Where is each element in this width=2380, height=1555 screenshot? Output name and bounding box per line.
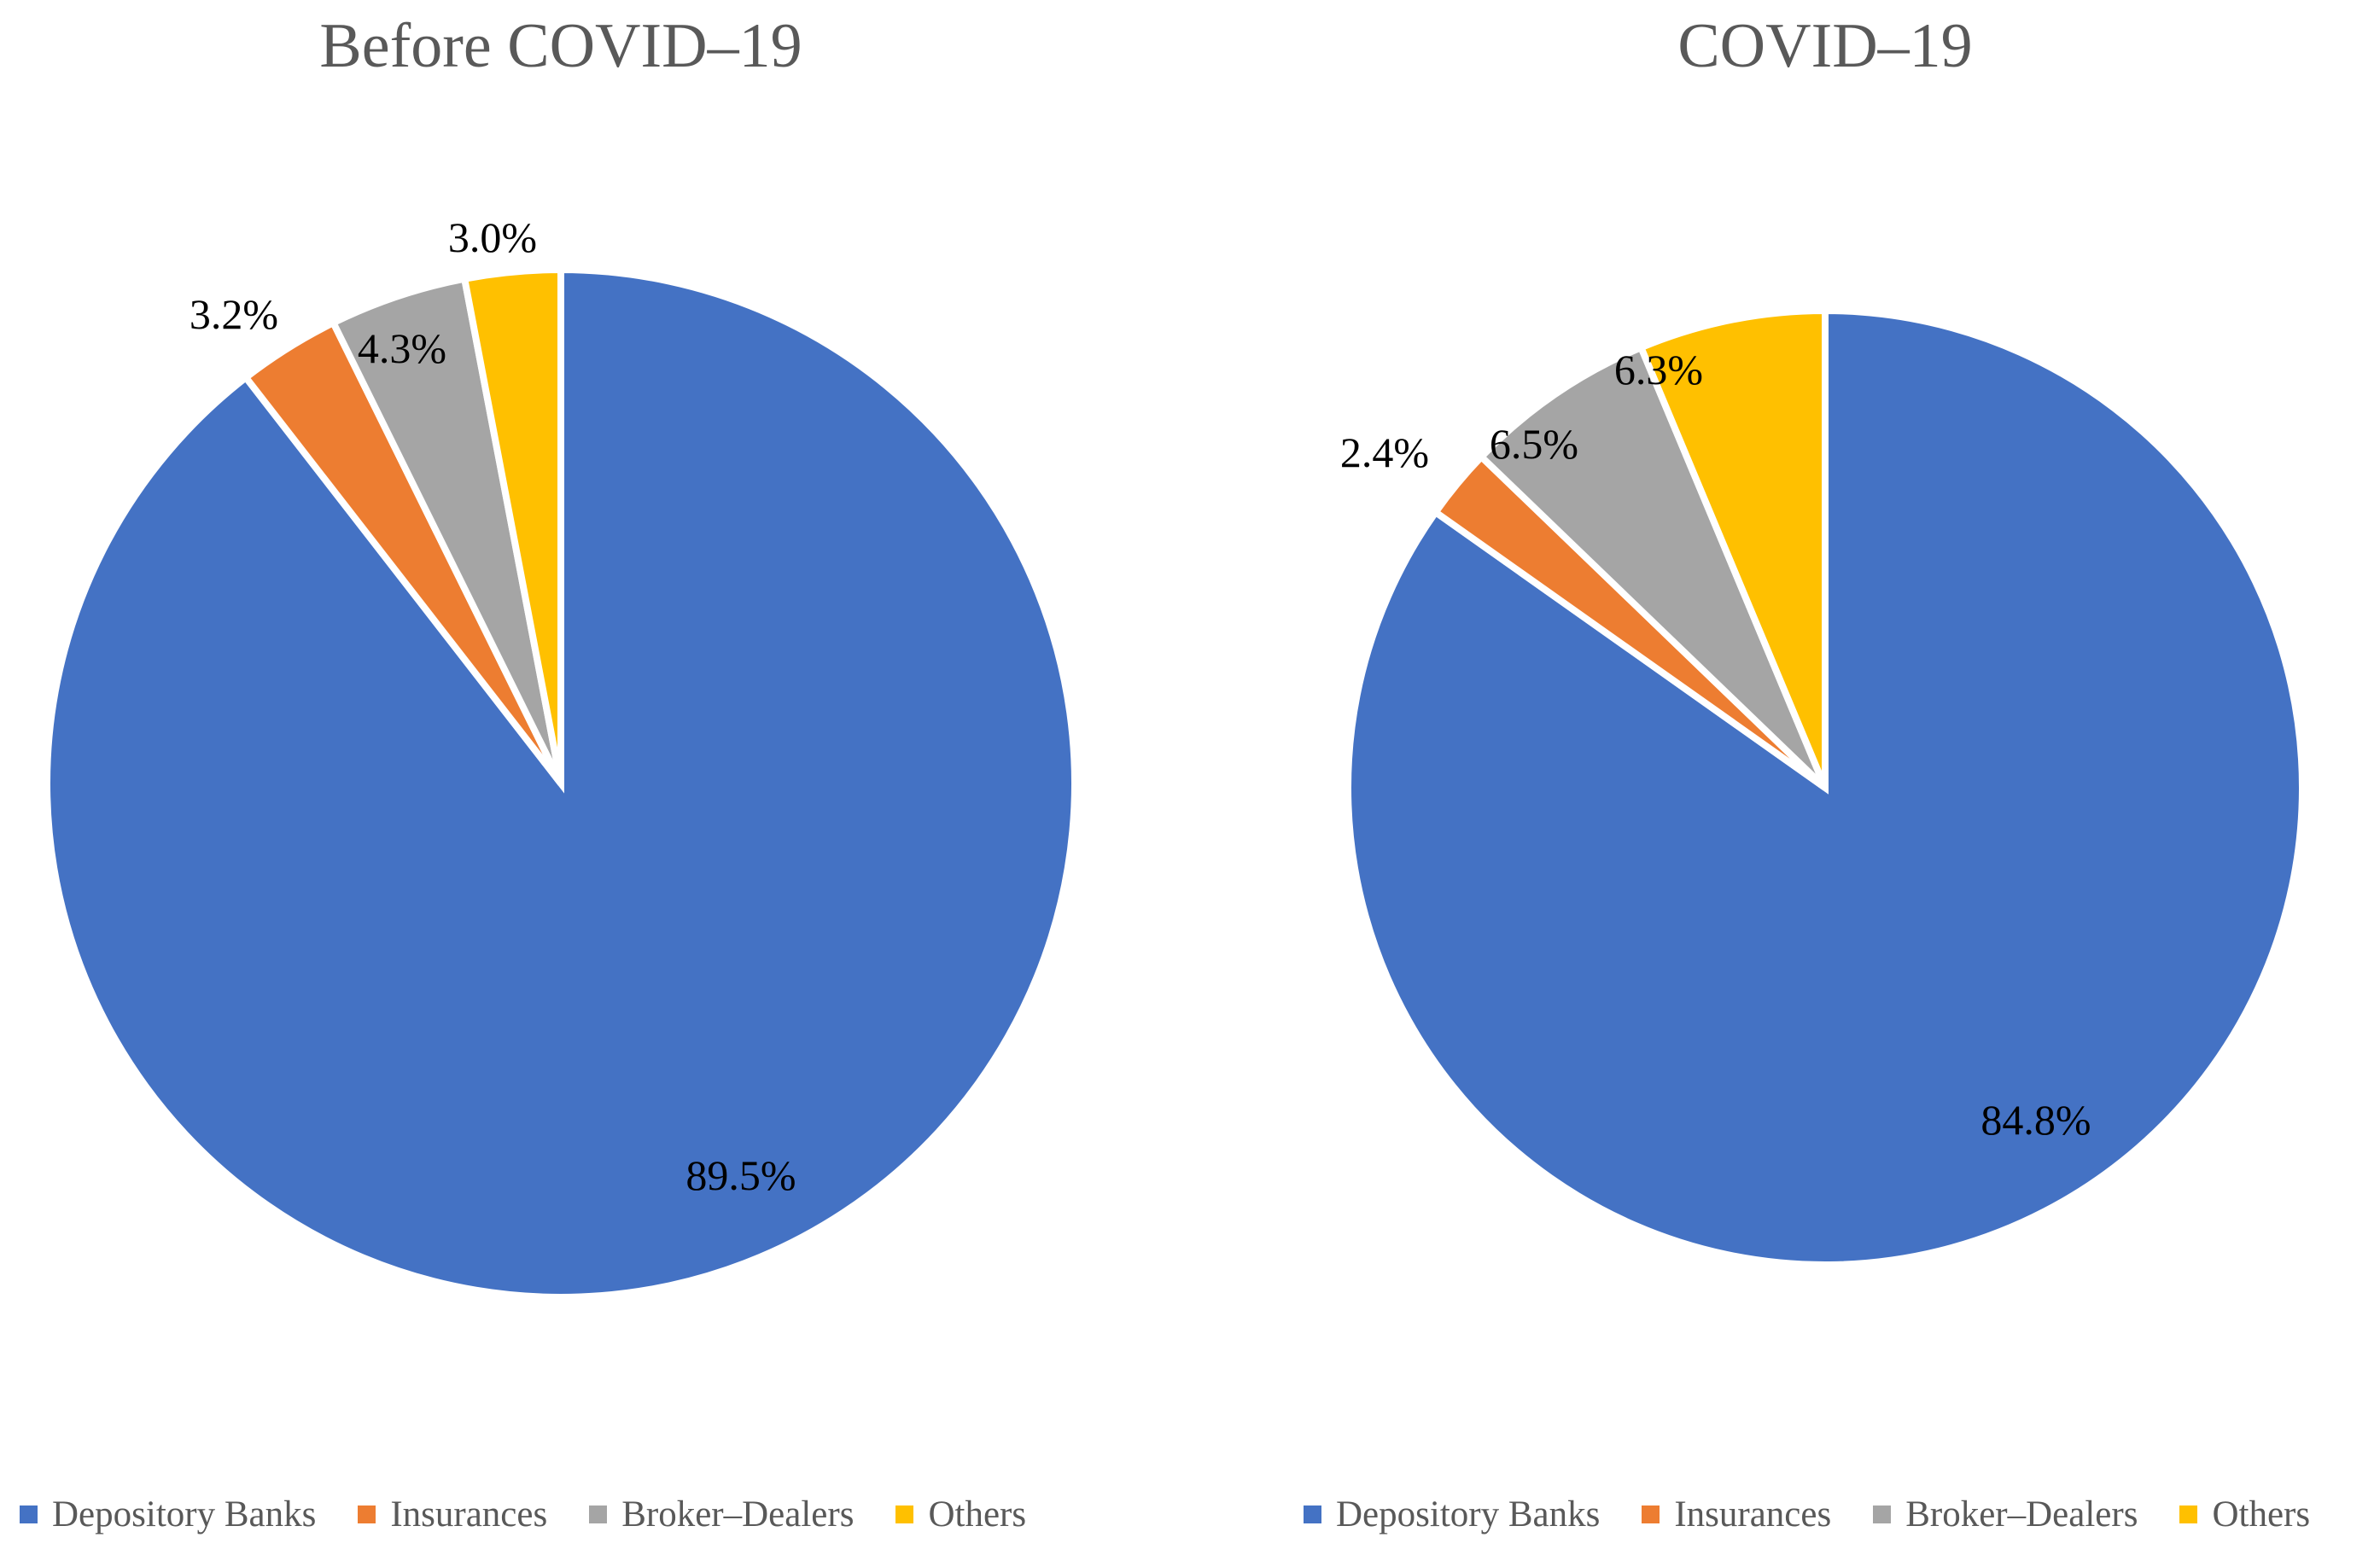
legend-item-others: Others xyxy=(2179,1494,2310,1535)
pie-covid-19 xyxy=(1345,306,2306,1268)
data-label-broker-dealers: 4.3% xyxy=(357,324,447,372)
legend-label: Others xyxy=(928,1494,1027,1535)
data-label-insurances: 3.2% xyxy=(189,290,279,338)
chart-title-before-covid-19: Before COVID–19 xyxy=(319,11,802,81)
data-label-broker-dealers: 6.5% xyxy=(1489,420,1579,468)
data-label-depository-banks: 89.5% xyxy=(685,1151,796,1199)
legend-item-broker-dealers: Broker–Dealers xyxy=(589,1494,854,1535)
legend-label: Insurances xyxy=(1674,1494,1832,1535)
pie-slice-others xyxy=(460,265,564,784)
legend-marker-insurances xyxy=(358,1505,376,1523)
legend-item-depository-banks: Depository Banks xyxy=(1304,1494,1600,1535)
legend-item-depository-banks: Depository Banks xyxy=(20,1494,316,1535)
legend-label: Broker–Dealers xyxy=(1905,1494,2138,1535)
legend-item-others: Others xyxy=(895,1494,1026,1535)
legend-marker-depository-banks xyxy=(20,1505,38,1523)
pie-before-covid-19 xyxy=(44,265,1078,1301)
legend-marker-depository-banks xyxy=(1304,1505,1321,1523)
legend-label: Insurances xyxy=(390,1494,548,1535)
legend-marker-broker-dealers xyxy=(589,1505,608,1523)
chart-title-covid-19: COVID–19 xyxy=(1677,11,1973,81)
legend-item-insurances: Insurances xyxy=(1642,1494,1831,1535)
pie-slice-others xyxy=(1636,306,1829,789)
data-label-depository-banks: 84.8% xyxy=(1980,1096,2091,1144)
legend-marker-others xyxy=(2179,1505,2198,1523)
data-label-others: 3.0% xyxy=(447,213,538,261)
legend-item-broker-dealers: Broker–Dealers xyxy=(1873,1494,2138,1535)
legend-label: Others xyxy=(2212,1494,2311,1535)
data-label-insurances: 2.4% xyxy=(1339,428,1430,476)
legend-label: Depository Banks xyxy=(1336,1494,1601,1535)
legend-label: Depository Banks xyxy=(52,1494,317,1535)
legend-label: Broker–Dealers xyxy=(621,1494,855,1535)
legend-marker-insurances xyxy=(1642,1505,1660,1523)
legend-before-covid-19: Depository Banks Insurances Broker–Deale… xyxy=(20,1494,1026,1535)
data-label-others: 6.3% xyxy=(1613,346,1704,393)
legend-marker-others xyxy=(895,1505,914,1523)
pie-slice-broker-dealers xyxy=(1476,342,1829,790)
legend-item-insurances: Insurances xyxy=(358,1494,547,1535)
legend-covid-19: Depository Banks Insurances Broker–Deale… xyxy=(1304,1494,2310,1535)
legend-marker-broker-dealers xyxy=(1873,1505,1892,1523)
